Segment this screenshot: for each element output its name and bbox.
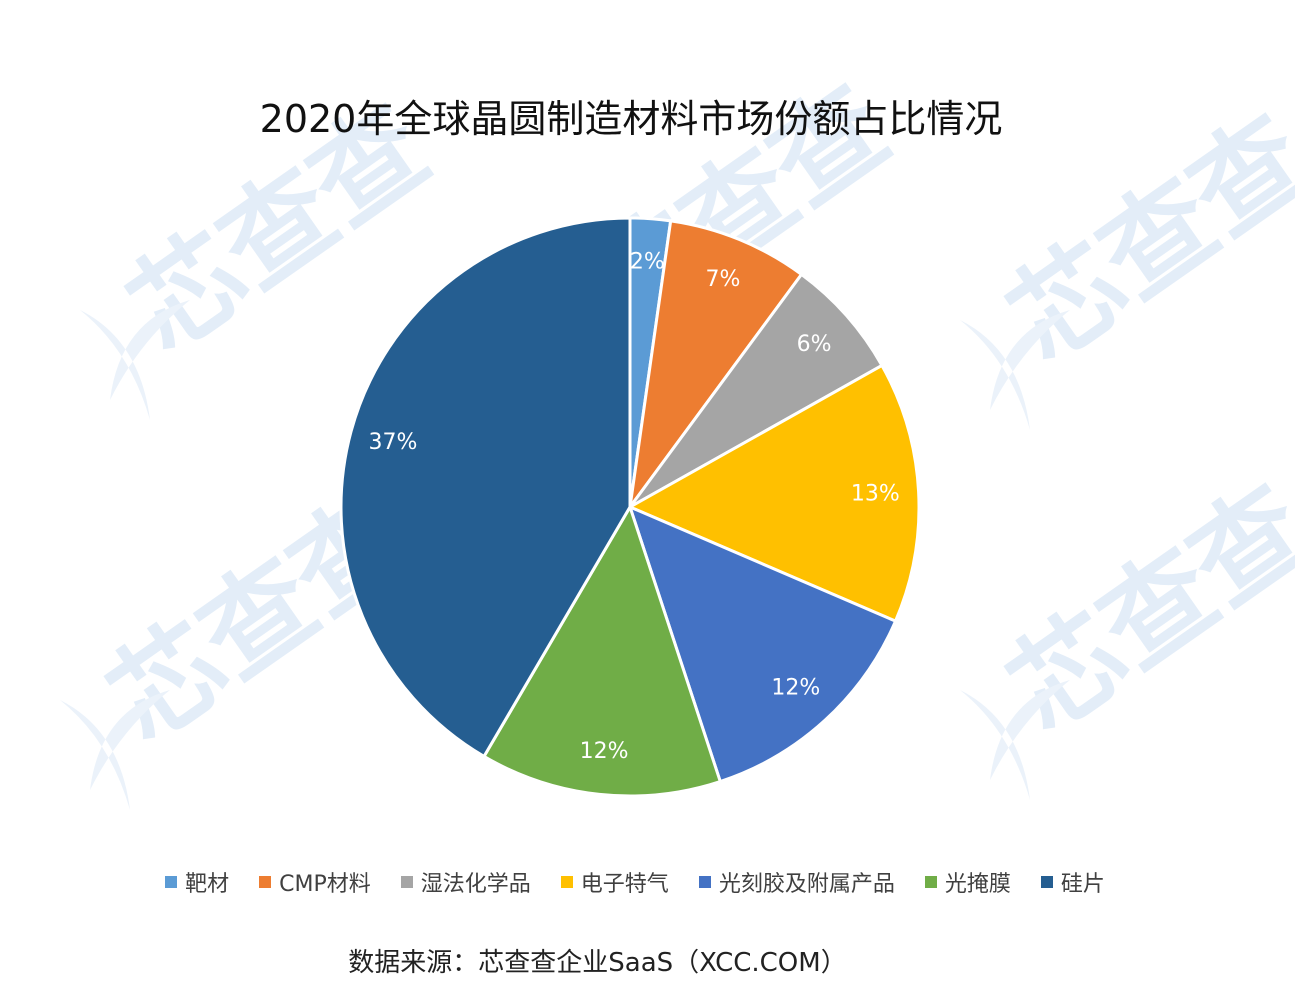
legend-label: 湿法化学品 [420, 872, 531, 897]
legend-swatch [165, 876, 178, 888]
pie-slice-7 [339, 216, 632, 758]
pie-slices [339, 216, 921, 798]
legend-item: 硅片 [1040, 866, 1105, 898]
pie-data-label: 2% [630, 249, 665, 274]
legend-item: 光掩膜 [924, 866, 1011, 898]
legend-label: 光刻胶及附属产品 [718, 872, 895, 897]
legend-label: 靶材 [185, 872, 230, 897]
pie-slice-2 [628, 219, 804, 509]
legend-swatch [560, 876, 573, 888]
pie-data-label: 7% [706, 267, 741, 292]
pie-data-label: 12% [580, 739, 629, 764]
legend-label: 电子特气 [580, 872, 669, 897]
legend-swatch [400, 876, 413, 888]
legend-swatch [259, 876, 272, 888]
pie-data-label: 12% [771, 676, 820, 701]
legend-label: 硅片 [1060, 872, 1105, 897]
pie-slice-5 [628, 505, 898, 784]
source-caption: 数据来源：芯查查企业SaaS（XCC.COM） [348, 948, 847, 978]
legend-item: 光刻胶及附属产品 [698, 866, 895, 898]
legend-swatch [698, 876, 711, 888]
legend-label: 光掩膜 [944, 872, 1011, 897]
chart-title: 2020年全球晶圆制造材料市场份额占比情况 [259, 97, 1003, 141]
legend-item: 湿法化学品 [400, 866, 531, 898]
legend-label: CMP材料 [279, 872, 371, 897]
legend-item: CMP材料 [259, 866, 371, 898]
pie-slice-6 [482, 505, 722, 798]
pie-data-labels: 2% 7% 6% 13% 12% 12% 37% [368, 249, 899, 763]
legend-swatch [924, 876, 937, 888]
pie-slice-4 [628, 363, 921, 623]
pie-slice-3 [628, 272, 884, 509]
chart-legend: 靶材 CMP材料 湿法化学品 电子特气 光刻胶及附属产品 光掩膜 硅片 [0, 866, 1270, 898]
legend-item: 靶材 [165, 866, 229, 898]
pie-data-label: 6% [797, 332, 832, 357]
pie-data-label: 13% [851, 481, 900, 506]
pie-data-label: 37% [368, 430, 417, 455]
legend-swatch [1040, 876, 1053, 888]
legend-item: 电子特气 [560, 866, 669, 898]
